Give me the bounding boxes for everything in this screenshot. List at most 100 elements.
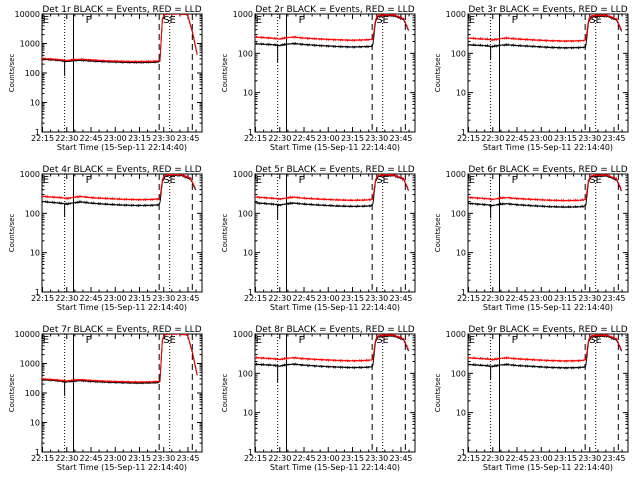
y-tick-label: 1 xyxy=(248,448,253,457)
y-tick-label: 1 xyxy=(461,128,466,137)
x-tick-label: 23:15 xyxy=(341,454,364,463)
x-axis-label: Start Time (15-Sep-11 22:14:40) xyxy=(57,463,187,472)
panel-det-3: Det 3r BLACK = Events, RED = LLD 1 10 100 10… xyxy=(434,5,629,152)
x-tick-label: 22:15 xyxy=(31,454,54,463)
region-marker-se: SE xyxy=(376,335,389,346)
y-tick-label: 1 xyxy=(461,448,466,457)
x-tick-label: 23:45 xyxy=(389,294,412,303)
panel-data xyxy=(255,14,410,63)
x-tick-label: 23:45 xyxy=(602,134,625,143)
y-tick-label: 10 xyxy=(243,409,253,418)
x-tick-label: 23:30 xyxy=(578,134,601,143)
panel-data xyxy=(255,334,410,383)
region-marker-e: E xyxy=(469,15,475,26)
region-marker-e: E xyxy=(43,335,49,346)
x-tick-label: 23:45 xyxy=(602,454,625,463)
x-tick-label: 23:15 xyxy=(341,134,364,143)
x-tick-label: 23:15 xyxy=(128,294,151,303)
y-tick-label: 100 xyxy=(238,49,253,58)
y-axis-label: Counts/sec xyxy=(221,214,229,253)
y-tick-label: 10 xyxy=(30,99,40,108)
x-axis-label: Start Time (15-Sep-11 22:14:40) xyxy=(483,303,613,312)
x-tick-label: 22:45 xyxy=(505,454,528,463)
series-lld xyxy=(42,174,196,202)
x-tick-label: 22:45 xyxy=(79,134,102,143)
x-tick-label: 23:15 xyxy=(341,294,364,303)
plot-frame xyxy=(41,173,203,293)
panel-det-6: Det 6r BLACK = Events, RED = LLD 1 10 100 10… xyxy=(434,165,629,312)
series-events xyxy=(255,14,410,49)
panel-data xyxy=(468,14,623,60)
region-marker-se: SE xyxy=(376,15,389,26)
region-marker-se: SE xyxy=(163,335,176,346)
panel-title: Det 2r BLACK = Events, RED = LLD xyxy=(255,5,414,15)
x-tick-label: 23:45 xyxy=(176,294,199,303)
region-marker-se: SE xyxy=(376,175,389,186)
x-tick-label: 22:30 xyxy=(481,454,504,463)
region-marker-f: F xyxy=(86,175,92,186)
panel-data xyxy=(255,174,409,220)
x-tick-label: 22:15 xyxy=(457,134,480,143)
region-marker-e: E xyxy=(43,15,49,26)
x-axis-label: Start Time (15-Sep-11 22:14:40) xyxy=(57,303,187,312)
x-tick-label: 23:30 xyxy=(152,294,175,303)
series-events xyxy=(468,14,623,50)
x-tick-label: 23:30 xyxy=(578,294,601,303)
region-marker-se: SE xyxy=(589,175,602,186)
region-marker-se: SE xyxy=(163,175,176,186)
region-marker-e: E xyxy=(256,15,262,26)
x-tick-label: 23:15 xyxy=(128,134,151,143)
panel-title: Det 9r BLACK = Events, RED = LLD xyxy=(468,325,627,335)
panel-title: Det 7r BLACK = Events, RED = LLD xyxy=(42,325,201,335)
region-marker-f: F xyxy=(299,15,305,26)
plot-frame xyxy=(467,333,629,453)
x-tick-label: 23:45 xyxy=(602,294,625,303)
x-tick-label: 22:45 xyxy=(79,294,102,303)
panel-det-9: Det 9r BLACK = Events, RED = LLD 1 10 100 10… xyxy=(434,325,629,472)
panel-data xyxy=(42,334,198,396)
series-lld xyxy=(255,14,410,43)
x-tick-label: 23:00 xyxy=(317,134,340,143)
x-tick-label: 22:45 xyxy=(292,134,315,143)
x-tick-label: 22:45 xyxy=(292,454,315,463)
y-axis-label: Counts/sec xyxy=(8,374,16,413)
x-tick-label: 23:00 xyxy=(317,454,340,463)
y-tick-label: 1000 xyxy=(446,10,466,19)
y-tick-label: 1000 xyxy=(233,10,253,19)
panel-det-8: Det 8r BLACK = Events, RED = LLD 1 10 100 10… xyxy=(221,325,416,472)
y-tick-label: 1000 xyxy=(20,170,40,179)
region-marker-e: E xyxy=(469,175,475,186)
y-axis-label: Counts/sec xyxy=(434,374,442,413)
panel-title: Det 3r BLACK = Events, RED = LLD xyxy=(468,5,627,15)
x-axis-label: Start Time (15-Sep-11 22:14:40) xyxy=(57,143,187,152)
series-lld xyxy=(42,334,198,384)
series-lld xyxy=(468,14,623,44)
y-tick-label: 1 xyxy=(35,448,40,457)
y-axis-label: Counts/sec xyxy=(221,374,229,413)
panel-det-1: Det 1r BLACK = Events, RED = LLD 1 10 100 10… xyxy=(8,5,203,152)
region-marker-f: F xyxy=(512,175,518,186)
y-tick-label: 1000 xyxy=(233,330,253,339)
y-tick-label: 100 xyxy=(451,369,466,378)
panel-title: Det 1r BLACK = Events, RED = LLD xyxy=(42,5,201,15)
region-marker-se: SE xyxy=(589,335,602,346)
y-tick-label: 10 xyxy=(456,249,466,258)
x-tick-label: 23:45 xyxy=(389,454,412,463)
x-tick-label: 23:00 xyxy=(104,454,127,463)
x-tick-label: 23:45 xyxy=(176,454,199,463)
x-axis-label: Start Time (15-Sep-11 22:14:40) xyxy=(270,303,400,312)
panel-det-5: Det 5r BLACK = Events, RED = LLD 1 10 100 10… xyxy=(221,165,416,312)
y-tick-label: 10 xyxy=(456,409,466,418)
region-marker-e: E xyxy=(469,335,475,346)
x-tick-label: 22:30 xyxy=(268,454,291,463)
y-tick-label: 10 xyxy=(456,89,466,98)
y-tick-label: 100 xyxy=(25,69,40,78)
y-tick-label: 1000 xyxy=(233,170,253,179)
y-tick-label: 10000 xyxy=(15,330,40,339)
x-tick-label: 22:45 xyxy=(79,454,102,463)
x-tick-label: 22:30 xyxy=(268,134,291,143)
x-axis-label: Start Time (15-Sep-11 22:14:40) xyxy=(483,463,613,472)
panel-det-7: Det 7r BLACK = Events, RED = LLD 1 10 100 10… xyxy=(8,325,203,472)
x-tick-label: 23:00 xyxy=(104,134,127,143)
